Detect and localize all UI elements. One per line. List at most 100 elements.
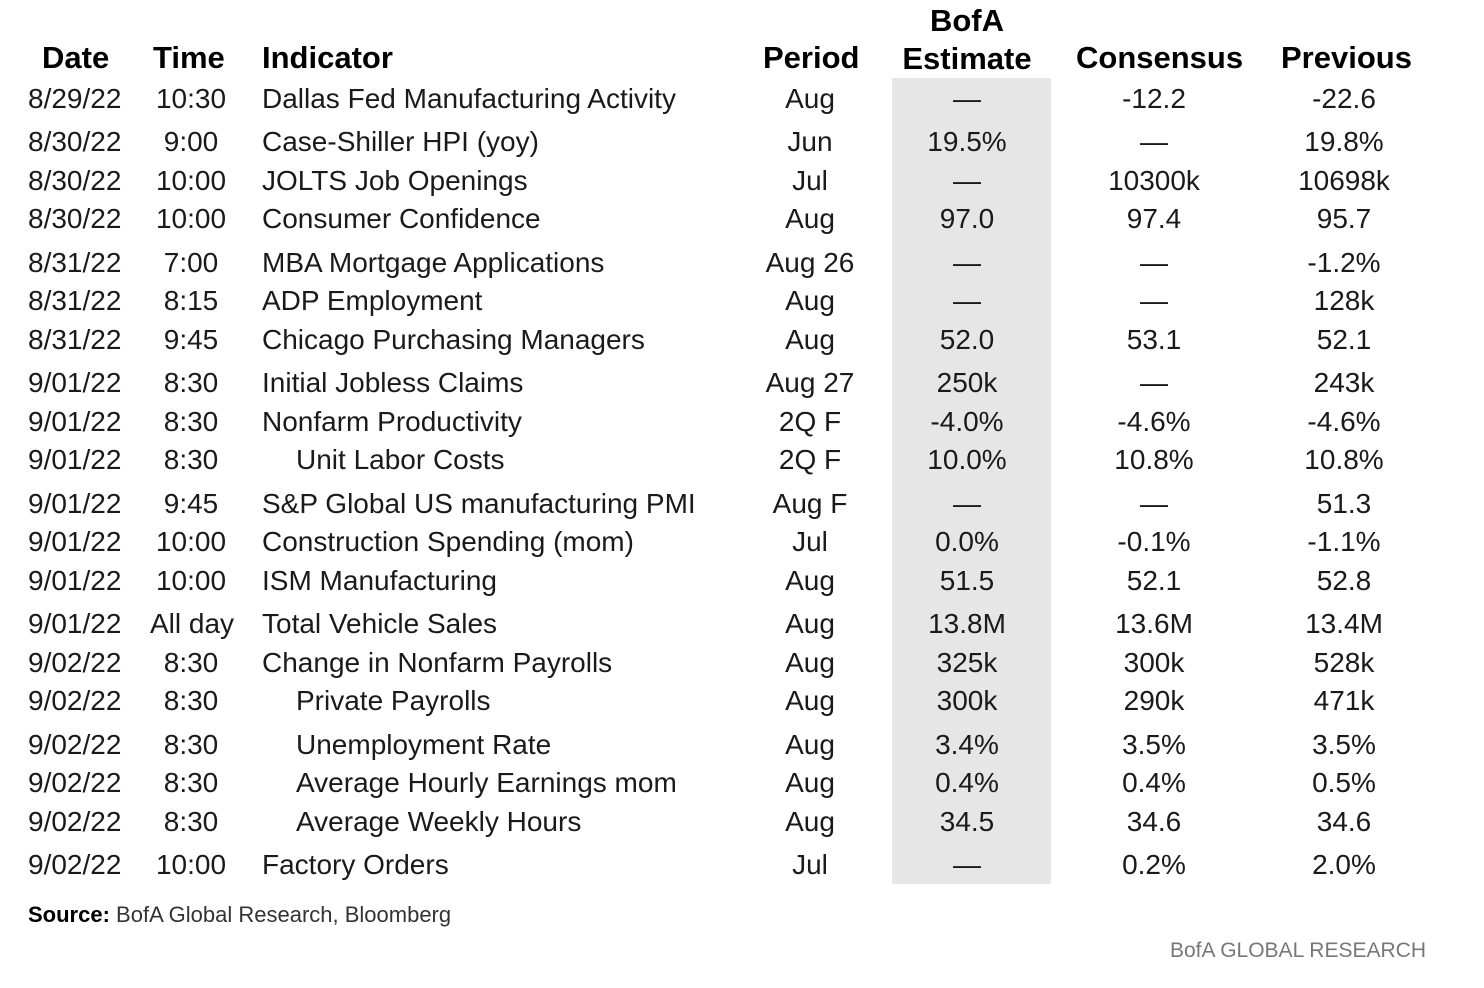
table-row: 9/01/22 All day Total Vehicle Sales Aug 13.8… bbox=[0, 605, 1484, 643]
row-period: Jun bbox=[787, 126, 833, 157]
row-consensus: — bbox=[1140, 488, 1168, 519]
table-row: 9/01/22 10:00 ISM Manufacturing Aug 51.5 52.1… bbox=[0, 562, 1484, 600]
row-bofa-estimate: 34.5 bbox=[939, 806, 995, 837]
row-date: 8/30/22 bbox=[28, 203, 122, 234]
row-consensus: -12.2 bbox=[1122, 83, 1186, 114]
row-consensus: 290k bbox=[1123, 685, 1185, 716]
row-indicator: ADP Employment bbox=[262, 285, 483, 316]
row-consensus: — bbox=[1140, 285, 1168, 316]
row-previous: 528k bbox=[1313, 647, 1375, 678]
row-date: 8/31/22 bbox=[28, 247, 122, 278]
row-time: 10:00 bbox=[155, 203, 227, 234]
row-time: 9:45 bbox=[163, 324, 219, 355]
table-row: 9/02/22 8:30 Average Hourly Earnings mom Au… bbox=[0, 764, 1484, 802]
row-indicator: MBA Mortgage Applications bbox=[262, 247, 605, 278]
row-time: 8:30 bbox=[163, 444, 219, 475]
row-date: 8/31/22 bbox=[28, 324, 122, 355]
row-previous: -4.6% bbox=[1307, 406, 1381, 437]
row-consensus: 0.4% bbox=[1122, 767, 1186, 798]
row-previous: 243k bbox=[1313, 367, 1375, 398]
row-date: 9/02/22 bbox=[28, 806, 122, 837]
row-previous: 52.1 bbox=[1316, 324, 1372, 355]
row-date: 9/02/22 bbox=[28, 849, 122, 880]
row-date: 9/01/22 bbox=[28, 406, 122, 437]
row-indicator: Consumer Confidence bbox=[262, 203, 541, 234]
row-time: 10:00 bbox=[155, 526, 227, 557]
row-bofa-estimate: 3.4% bbox=[935, 729, 999, 760]
row-time: 10:00 bbox=[155, 165, 227, 196]
row-bofa-estimate: — bbox=[953, 247, 981, 278]
row-previous: 10698k bbox=[1298, 165, 1390, 196]
row-consensus: 0.2% bbox=[1122, 849, 1186, 880]
row-date: 9/01/22 bbox=[28, 608, 122, 639]
row-consensus: 52.1 bbox=[1126, 565, 1182, 596]
row-indicator: Unemployment Rate bbox=[296, 729, 552, 760]
row-previous: 13.4M bbox=[1305, 608, 1383, 639]
header-indicator: Indicator bbox=[262, 40, 393, 75]
row-time: 8:15 bbox=[163, 285, 219, 316]
row-time: 8:30 bbox=[163, 406, 219, 437]
row-date: 8/30/22 bbox=[28, 126, 122, 157]
row-previous: 52.8 bbox=[1316, 565, 1372, 596]
header-period: Period bbox=[763, 40, 860, 75]
row-indicator: Case-Shiller HPI (yoy) bbox=[262, 126, 539, 157]
row-bofa-estimate: -4.0% bbox=[930, 406, 1004, 437]
bofa-estimate-column-shading bbox=[892, 78, 1051, 884]
footer-brand: BofA GLOBAL RESEARCH bbox=[1170, 939, 1426, 962]
table-row: 9/01/22 10:00 Construction Spending (mom) J… bbox=[0, 523, 1484, 561]
table-row: 9/02/22 8:30 Unemployment Rate Aug 3.4% 3.5% 3… bbox=[0, 726, 1484, 764]
row-period: Aug 27 bbox=[765, 367, 855, 398]
row-time: 8:30 bbox=[163, 685, 219, 716]
row-date: 9/02/22 bbox=[28, 685, 122, 716]
row-period: Aug bbox=[785, 83, 835, 114]
row-time: 8:30 bbox=[163, 806, 219, 837]
row-consensus: -0.1% bbox=[1117, 526, 1191, 557]
table-row: 8/31/22 7:00 MBA Mortgage Applications Aug … bbox=[0, 244, 1484, 282]
row-bofa-estimate: 325k bbox=[936, 647, 998, 678]
row-date: 9/02/22 bbox=[28, 729, 122, 760]
row-date: 8/31/22 bbox=[28, 285, 122, 316]
row-consensus: — bbox=[1140, 367, 1168, 398]
row-previous: 3.5% bbox=[1312, 729, 1376, 760]
row-previous: 10.8% bbox=[1304, 444, 1384, 475]
row-indicator: S&P Global US manufacturing PMI bbox=[262, 488, 696, 519]
row-period: Aug bbox=[785, 324, 835, 355]
row-period: Aug bbox=[785, 203, 835, 234]
row-bofa-estimate: 13.8M bbox=[928, 608, 1006, 639]
row-time: 9:45 bbox=[163, 488, 219, 519]
row-consensus: — bbox=[1140, 126, 1168, 157]
row-previous: 19.8% bbox=[1304, 126, 1384, 157]
row-indicator: ISM Manufacturing bbox=[262, 565, 497, 596]
row-time: 8:30 bbox=[163, 767, 219, 798]
table-row: 8/31/22 9:45 Chicago Purchasing Managers Au… bbox=[0, 321, 1484, 359]
row-previous: 128k bbox=[1313, 285, 1375, 316]
row-bofa-estimate: 52.0 bbox=[939, 324, 995, 355]
row-consensus: 300k bbox=[1123, 647, 1185, 678]
row-period: Aug bbox=[785, 685, 835, 716]
row-bofa-estimate: 0.4% bbox=[935, 767, 999, 798]
table-row: 9/01/22 8:30 Unit Labor Costs 2Q F 10.0% 10.8… bbox=[0, 441, 1484, 479]
row-indicator: Change in Nonfarm Payrolls bbox=[262, 647, 613, 678]
row-bofa-estimate: — bbox=[953, 849, 981, 880]
row-indicator: Initial Jobless Claims bbox=[262, 367, 524, 398]
row-previous: 471k bbox=[1313, 685, 1375, 716]
row-indicator: Total Vehicle Sales bbox=[262, 608, 498, 639]
row-time: All day bbox=[150, 608, 235, 639]
row-bofa-estimate: — bbox=[953, 488, 981, 519]
row-period: Jul bbox=[792, 849, 828, 880]
row-period: Aug bbox=[785, 647, 835, 678]
row-indicator: Unit Labor Costs bbox=[296, 444, 505, 475]
row-bofa-estimate: 19.5% bbox=[927, 126, 1007, 157]
row-date: 9/01/22 bbox=[28, 367, 122, 398]
table-row: 9/01/22 8:30 Initial Jobless Claims Aug 27 2… bbox=[0, 364, 1484, 402]
row-time: 10:00 bbox=[155, 849, 227, 880]
row-previous: 51.3 bbox=[1316, 488, 1372, 519]
row-bofa-estimate: — bbox=[953, 285, 981, 316]
row-consensus: 10300k bbox=[1108, 165, 1200, 196]
header-consensus: Consensus bbox=[1076, 40, 1244, 75]
row-period: Aug bbox=[785, 806, 835, 837]
table-row: 9/01/22 9:45 S&P Global US manufacturing P… bbox=[0, 485, 1484, 523]
row-date: 9/01/22 bbox=[28, 488, 122, 519]
row-date: 8/29/22 bbox=[28, 83, 122, 114]
table-row: 9/02/22 8:30 Private Payrolls Aug 300k 290k 47… bbox=[0, 682, 1484, 720]
